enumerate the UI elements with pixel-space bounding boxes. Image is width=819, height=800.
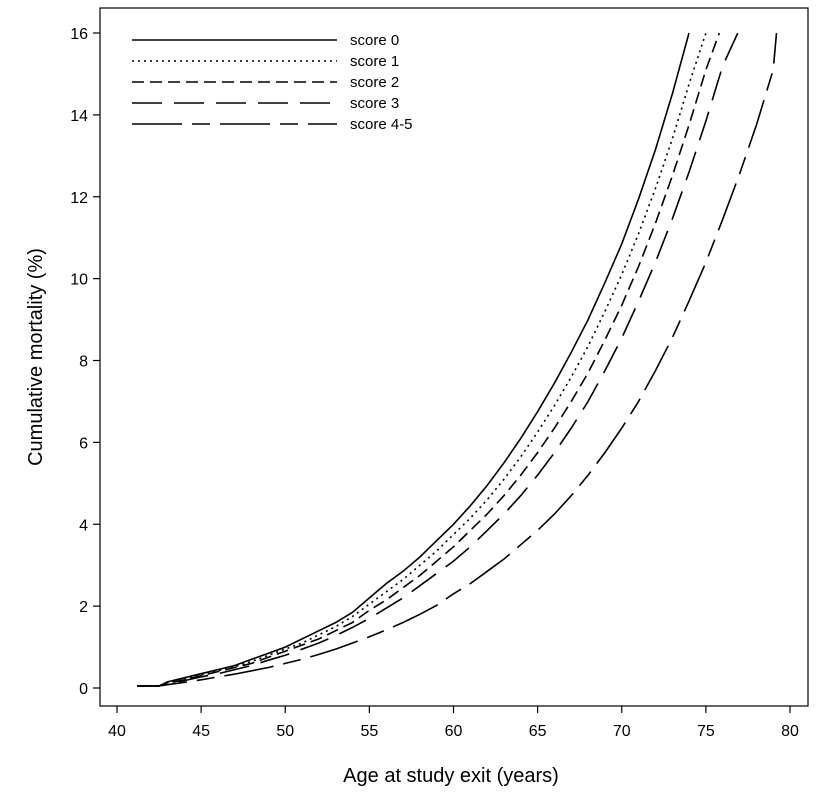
x-tick-label: 65 (529, 723, 547, 740)
series-line-3 (137, 32, 721, 687)
y-tick-label: 16 (70, 26, 88, 43)
legend: score 0 score 1 score 2 score 3 score 4-5 (132, 32, 413, 133)
x-tick-label: 80 (781, 723, 799, 740)
x-tick-label: 55 (360, 723, 378, 740)
x-tick-label: 60 (445, 723, 463, 740)
series-line-5 (137, 32, 778, 687)
y-tick-label: 12 (70, 190, 88, 207)
y-tick-label: 8 (79, 354, 88, 371)
series-layer (137, 32, 778, 687)
x-axis: 40 45 50 55 60 65 70 75 80 (108, 706, 799, 740)
x-axis-title: Age at study exit (years) (343, 765, 559, 787)
y-axis: 0 2 4 6 8 10 12 14 16 (70, 26, 100, 698)
y-tick-label: 0 (79, 681, 88, 698)
legend-label-5: score 4-5 (350, 116, 413, 133)
x-tick-label: 45 (192, 723, 210, 740)
x-tick-label: 75 (697, 723, 715, 740)
legend-label-4: score 3 (350, 95, 399, 112)
series-line-2 (137, 32, 707, 687)
series-line-1 (137, 32, 690, 687)
y-tick-label: 10 (70, 272, 88, 289)
x-tick-label: 40 (108, 723, 126, 740)
x-tick-label: 70 (613, 723, 631, 740)
x-tick-label: 50 (276, 723, 294, 740)
y-axis-title: Cumulative mortality (%) (25, 248, 47, 466)
y-tick-label: 2 (79, 599, 88, 616)
y-tick-label: 6 (79, 435, 88, 452)
legend-label-1: score 0 (350, 32, 399, 49)
y-tick-label: 4 (79, 517, 88, 534)
plot-frame (99, 7, 809, 707)
series-line-4 (137, 32, 739, 687)
legend-label-3: score 2 (350, 74, 399, 91)
y-tick-label: 14 (70, 108, 88, 125)
legend-label-2: score 1 (350, 53, 399, 70)
